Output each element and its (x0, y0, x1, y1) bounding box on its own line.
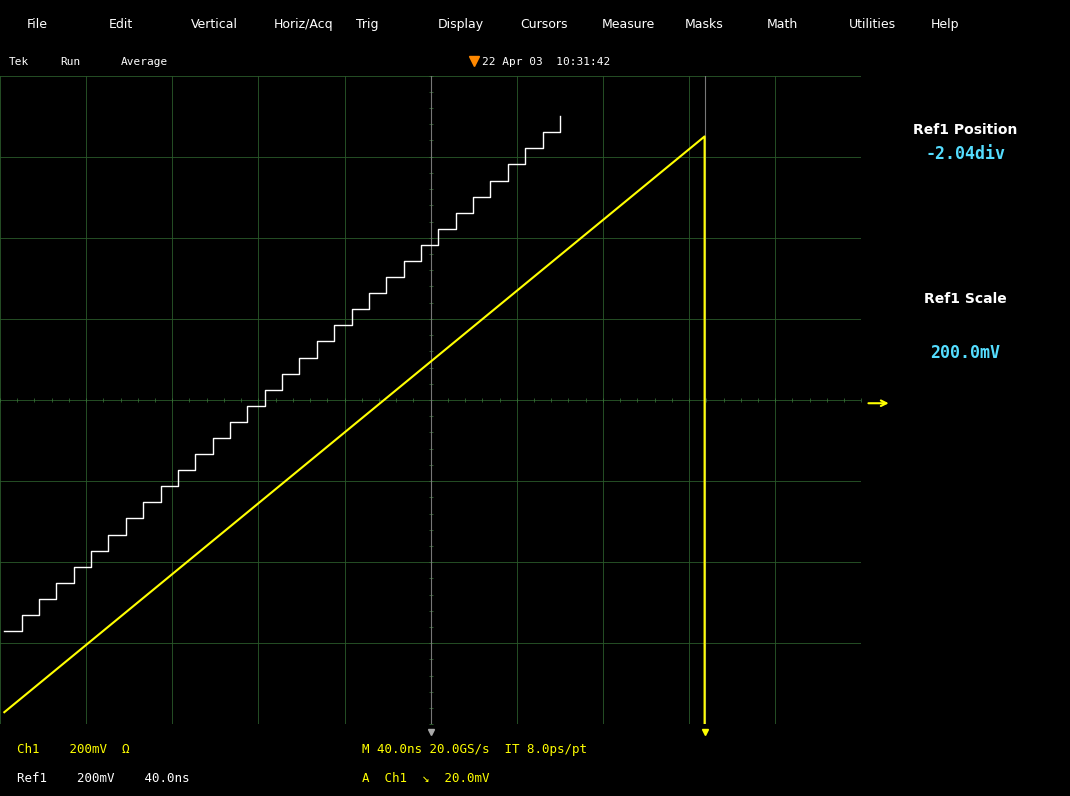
Text: 22 Apr 03  10:31:42: 22 Apr 03 10:31:42 (483, 57, 611, 68)
Text: Run: Run (60, 57, 80, 68)
Text: Ch1    200mV  Ω: Ch1 200mV Ω (17, 743, 129, 756)
Text: Tek: Tek (9, 57, 29, 68)
Text: Measure: Measure (602, 18, 655, 31)
Text: File: File (27, 18, 48, 31)
Text: Vertical: Vertical (192, 18, 239, 31)
Text: Ref1    200mV    40.0ns: Ref1 200mV 40.0ns (17, 771, 189, 785)
Text: Display: Display (438, 18, 484, 31)
Text: Ref1 Position: Ref1 Position (914, 123, 1018, 138)
Text: -2.04div: -2.04div (926, 146, 1005, 163)
Text: Buttons: Buttons (957, 54, 1012, 67)
Text: Utilities: Utilities (849, 18, 896, 31)
Text: Math: Math (766, 18, 798, 31)
Text: Trig: Trig (355, 18, 378, 31)
Text: Average: Average (121, 57, 168, 68)
Text: Ref1 Scale: Ref1 Scale (924, 292, 1007, 306)
Text: Cursors: Cursors (520, 18, 567, 31)
Text: Horiz/Acq: Horiz/Acq (273, 18, 333, 31)
Text: A  Ch1  ↘  20.0mV: A Ch1 ↘ 20.0mV (362, 771, 489, 785)
Text: 200.0mV: 200.0mV (930, 345, 1000, 362)
Text: Masks: Masks (685, 18, 723, 31)
Text: M 40.0ns 20.0GS/s  IT 8.0ps/pt: M 40.0ns 20.0GS/s IT 8.0ps/pt (362, 743, 586, 756)
Text: Help: Help (931, 18, 960, 31)
Text: Edit: Edit (109, 18, 133, 31)
